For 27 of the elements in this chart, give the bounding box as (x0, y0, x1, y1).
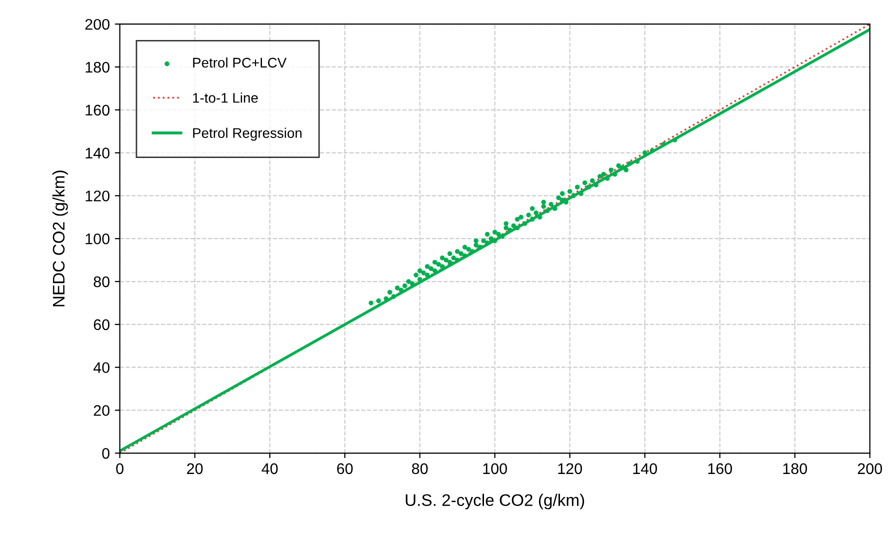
x-tick-label: 180 (783, 463, 808, 474)
y-tick-label: 40 (93, 362, 110, 374)
x-tick-label: 80 (412, 463, 428, 474)
y-tick-label: 100 (86, 233, 110, 244)
y-tick-label: 160 (86, 104, 110, 116)
x-tick-label: 0 (116, 463, 124, 474)
y-tick-label: 0 (102, 448, 110, 459)
x-tick-label: 100 (483, 463, 507, 474)
y-tick-label: 180 (86, 62, 110, 73)
y-axis-title: NEDC CO2 (g/km) (52, 170, 68, 306)
x-tick-label: 60 (337, 463, 353, 474)
y-tick-label: 80 (94, 276, 110, 288)
legend-label: Petrol Regression (193, 128, 302, 141)
x-tick-label: 20 (187, 463, 203, 474)
x-tick-label: 160 (708, 463, 732, 474)
x-tick-label: 200 (858, 463, 882, 474)
y-tick-label: 200 (85, 18, 110, 30)
x-tick-label: 140 (633, 463, 657, 474)
x-tick-label: 120 (558, 463, 582, 474)
x-tick-label: 40 (262, 463, 278, 474)
x-axis-title: U.S. 2-cycle CO2 (g/km) (406, 494, 584, 510)
legend-label: Petrol PC+LCV (193, 57, 287, 68)
y-tick-label: 20 (94, 405, 110, 416)
y-tick-label: 60 (94, 319, 110, 330)
legend-label: 1-to-1 Line (193, 92, 258, 103)
y-tick-label: 120 (86, 190, 110, 202)
y-tick-label: 140 (86, 148, 110, 158)
